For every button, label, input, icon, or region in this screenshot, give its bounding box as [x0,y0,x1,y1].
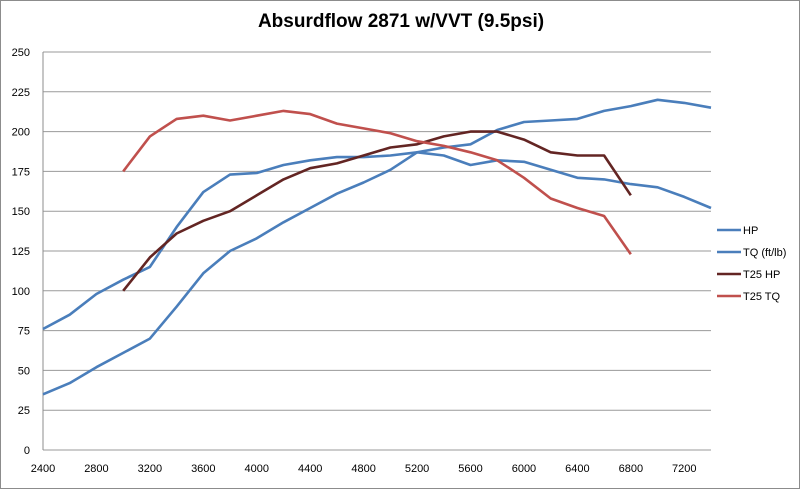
y-tick-label: 0 [24,445,30,457]
legend-label: T25 TQ [743,291,781,303]
y-tick-label: 200 [12,127,30,139]
x-tick-label: 4400 [298,463,322,475]
legend-label: HP [743,225,758,237]
legend: HP TQ (ft/lb) T25 HP T25 TQ [717,225,786,303]
x-tick-label: 6800 [619,463,643,475]
gridlines [43,51,711,451]
y-tick-label: 100 [12,286,30,298]
y-tick-label: 225 [12,87,30,99]
legend-label: TQ (ft/lb) [743,247,786,259]
x-tick-label: 3600 [191,463,215,475]
y-tick-label: 125 [12,246,30,258]
y-tick-label: 50 [18,365,30,377]
y-tick-label: 150 [12,206,30,218]
series-line-t25-hp [122,130,632,292]
x-tick-label: 4000 [245,463,269,475]
y-tick-label: 25 [18,405,30,417]
axes: 0 25 50 75 100 125 150 175 200 225 250 2400 2800 3200… [12,47,697,475]
x-tick-label: 3200 [138,463,162,475]
x-tick-label: 7200 [672,463,696,475]
x-tick-label: 2400 [31,463,55,475]
x-tick-label: 5200 [405,463,429,475]
x-tick-label: 5600 [458,463,482,475]
x-tick-label: 6400 [565,463,589,475]
x-tick-label: 6000 [512,463,536,475]
series-line-tq-ft-lb- [42,151,712,331]
y-tick-label: 175 [12,166,30,178]
y-tick-label: 75 [18,326,30,338]
legend-label: T25 HP [743,269,780,281]
series-line-t25-tq [122,109,632,255]
x-tick-label: 4800 [351,463,375,475]
series-lines [42,98,712,396]
series-line-hp [42,98,712,396]
y-tick-label: 250 [12,47,30,59]
x-tick-label: 2800 [84,463,108,475]
chart-title: Absurdflow 2871 w/VVT (9.5psi) [257,11,545,32]
